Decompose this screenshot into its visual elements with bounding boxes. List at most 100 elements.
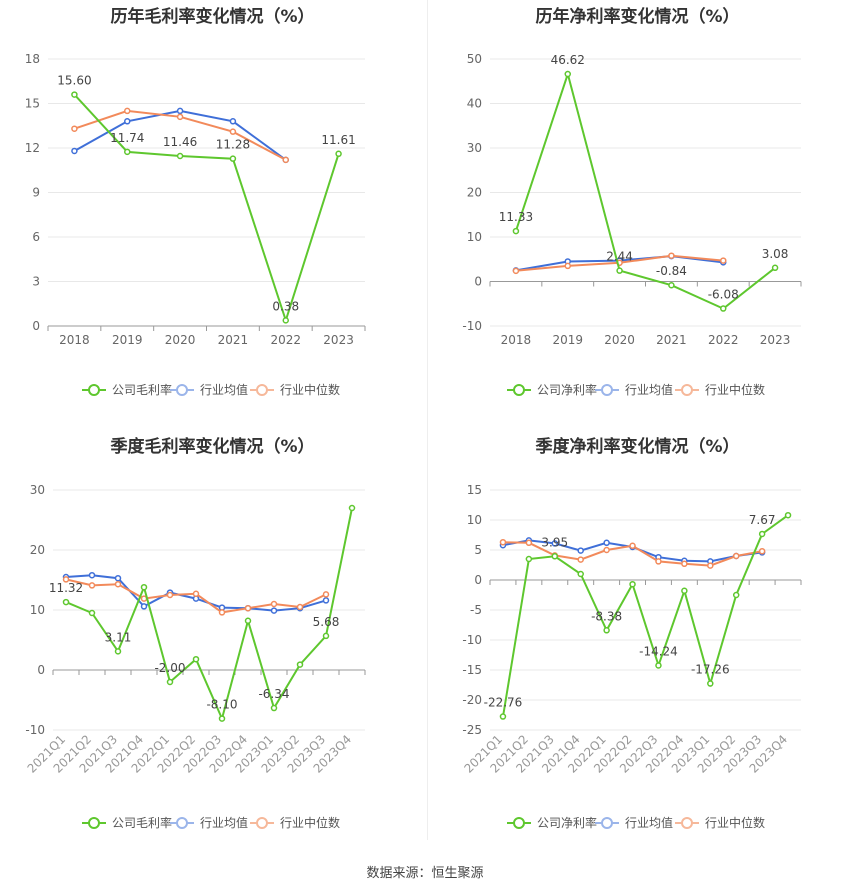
- data-label: -22.76: [484, 696, 523, 710]
- x-tick-label: 2020: [604, 333, 635, 347]
- y-tick-label: -10: [462, 633, 482, 647]
- y-tick-label: 3: [32, 275, 40, 289]
- legend-label: 公司净利率: [537, 815, 597, 830]
- data-label: 11.46: [163, 135, 197, 149]
- y-tick-label: -5: [470, 603, 482, 617]
- data-point: [681, 560, 688, 568]
- data-label: 11.74: [110, 131, 144, 145]
- legend-marker: [601, 817, 613, 829]
- y-tick-label: -10: [25, 723, 45, 737]
- data-point: [720, 305, 727, 312]
- data-point: [140, 583, 148, 591]
- data-point: [114, 574, 122, 582]
- x-tick-label: 2020: [165, 333, 196, 347]
- data-label: 3.08: [762, 247, 789, 261]
- data-point: [282, 156, 289, 164]
- y-tick-label: 0: [474, 573, 482, 587]
- legend-marker: [681, 817, 693, 829]
- legend-item[interactable]: 行业均值: [170, 815, 248, 830]
- legend-marker: [88, 384, 100, 396]
- data-point: [616, 267, 623, 274]
- data-point: [681, 587, 688, 595]
- legend-item[interactable]: 公司毛利率: [82, 815, 172, 830]
- data-point: [62, 576, 70, 583]
- data-point: [124, 107, 131, 115]
- data-label: 2.44: [606, 250, 633, 264]
- y-tick-label: 9: [32, 186, 40, 200]
- x-tick-label: 2021: [656, 333, 687, 347]
- legend-marker: [88, 817, 100, 829]
- data-point: [603, 539, 610, 547]
- legend-item[interactable]: 行业均值: [595, 382, 673, 397]
- legend: 公司净利率 行业均值 行业中位数: [507, 382, 765, 397]
- data-point: [114, 648, 122, 655]
- legend-marker: [256, 384, 268, 396]
- data-point: [499, 538, 507, 546]
- data-label: 7.67: [749, 513, 776, 527]
- legend: 公司毛利率 行业均值 行业中位数: [82, 815, 340, 830]
- legend: 公司毛利率 行业均值 行业中位数: [82, 382, 340, 397]
- x-tick-label: 2018: [59, 333, 90, 347]
- legend-marker: [513, 384, 525, 396]
- data-point: [229, 128, 237, 135]
- data-point: [229, 118, 237, 125]
- data-point: [335, 150, 342, 158]
- y-tick-label: 30: [30, 483, 45, 497]
- y-tick-label: 30: [467, 141, 482, 155]
- data-point: [114, 580, 122, 588]
- y-tick-label: 0: [37, 663, 45, 677]
- y-tick-label: 50: [467, 52, 482, 66]
- data-label: 11.28: [216, 138, 250, 152]
- data-point: [720, 257, 727, 264]
- gridlines: [490, 58, 801, 327]
- industry-median-series: [499, 538, 766, 569]
- data-label: -6.34: [258, 687, 289, 701]
- data-point: [512, 227, 520, 235]
- data-point: [71, 147, 78, 155]
- data-point: [244, 604, 252, 612]
- data-point: [124, 118, 131, 125]
- legend-marker: [601, 384, 613, 396]
- data-point: [564, 262, 571, 270]
- data-point: [551, 540, 559, 547]
- data-point: [166, 591, 174, 599]
- data-point: [732, 591, 740, 599]
- panel-divider: [427, 0, 428, 840]
- data-point: [348, 504, 356, 512]
- data-label: 11.33: [499, 210, 533, 224]
- legend-item[interactable]: 行业中位数: [250, 382, 340, 397]
- legend-item[interactable]: 行业中位数: [250, 815, 340, 830]
- legend-marker: [681, 384, 693, 396]
- legend-item[interactable]: 行业均值: [170, 382, 248, 397]
- legend-label: 行业均值: [200, 382, 248, 397]
- annual-net-margin-chart: 历年净利率变化情况（%） -10 0 10 20 30 40 50 2018 2019 2020 2…: [425, 0, 850, 430]
- x-tick-label: 2019: [552, 333, 583, 347]
- legend-item[interactable]: 公司净利率: [507, 382, 597, 397]
- legend-item[interactable]: 公司净利率: [507, 815, 597, 830]
- chart-title: 历年毛利率变化情况（%）: [110, 7, 315, 27]
- quarterly-gross-margin-chart: 季度毛利率变化情况（%） -10 0 10 20 30 2021Q1 2021Q2 2021Q…: [0, 430, 425, 860]
- legend-item[interactable]: 行业中位数: [675, 382, 765, 397]
- y-tick-label: -10: [462, 319, 482, 333]
- legend-label: 公司净利率: [537, 382, 597, 397]
- data-point: [577, 547, 584, 554]
- y-tick-label: 10: [30, 603, 45, 617]
- data-label: -14.24: [639, 644, 678, 658]
- data-point: [758, 530, 766, 538]
- chart-canvas: -25-20-15-10-50510152021Q12021Q22021Q320…: [462, 483, 802, 830]
- data-label: -17.26: [691, 663, 730, 677]
- legend-item[interactable]: 行业中位数: [675, 815, 765, 830]
- legend-item[interactable]: 公司毛利率: [82, 382, 172, 397]
- data-label: 3.11: [105, 630, 132, 644]
- data-point: [758, 547, 766, 555]
- legend-item[interactable]: 行业均值: [595, 815, 673, 830]
- series-line: [502, 514, 789, 717]
- legend-label: 公司毛利率: [112, 382, 172, 397]
- legend-label: 行业中位数: [705, 815, 765, 830]
- data-point: [499, 713, 507, 720]
- annual-gross-margin-chart: 历年毛利率变化情况（%） 0 3 6 9 12 15 18 2018 2019 2020 2021 2…: [0, 0, 425, 430]
- data-label: -8.10: [206, 698, 237, 712]
- data-point: [322, 597, 330, 604]
- data-label: -2.00: [154, 661, 185, 675]
- y-tick-label: 10: [467, 513, 482, 527]
